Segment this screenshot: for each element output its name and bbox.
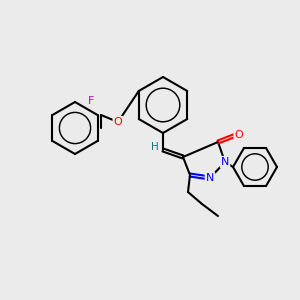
Text: O: O xyxy=(114,117,122,127)
Text: O: O xyxy=(235,130,243,140)
Text: N: N xyxy=(221,157,229,167)
Text: H: H xyxy=(151,142,159,152)
Text: F: F xyxy=(88,97,94,106)
Text: N: N xyxy=(206,173,214,183)
